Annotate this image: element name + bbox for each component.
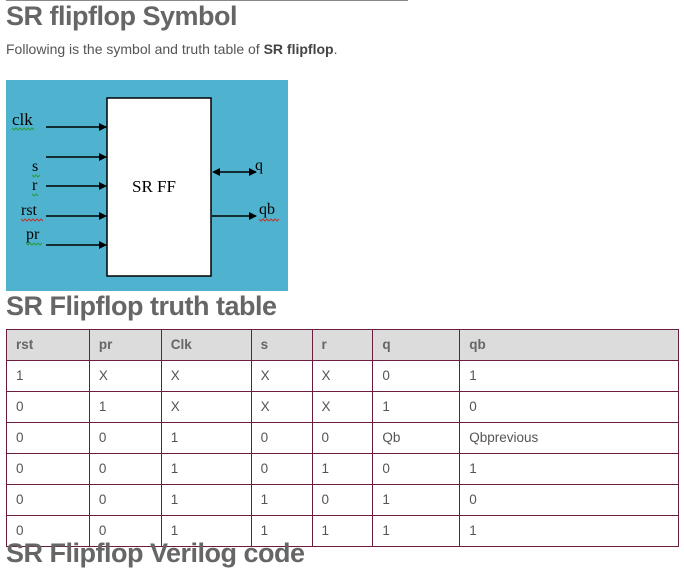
output-label-qb: qb <box>259 201 275 218</box>
table-cell: X <box>311 391 374 423</box>
header-clk: Clk <box>160 329 252 361</box>
table-cell: X <box>250 360 313 392</box>
truth-table: rst pr Clk s r q qb 1 X X X X 0 1 0 1 X … <box>6 329 679 547</box>
block-label: SR FF <box>132 177 176 196</box>
table-cell: 0 <box>311 422 374 454</box>
squiggle-r <box>31 193 39 197</box>
table-cell: 1 <box>160 515 252 547</box>
table-cell: 1 <box>372 391 461 423</box>
intro-bold: SR flipflop <box>263 41 334 57</box>
header-r: r <box>311 329 374 361</box>
table-cell: 0 <box>88 484 162 516</box>
table-cell: 0 <box>88 422 162 454</box>
top-divider <box>6 0 408 1</box>
table-cell: 0 <box>88 515 162 547</box>
table-row: 1 X X X X 0 1 <box>6 360 679 392</box>
table-cell: 1 <box>372 515 461 547</box>
table-cell: X <box>311 360 374 392</box>
table-cell: 1 <box>311 515 374 547</box>
symbol-svg: SR FF clk s r rst pr q qb <box>11 97 280 277</box>
section-heading-verilog: SR Flipflop Verilog code <box>6 538 305 568</box>
table-cell: 1 <box>160 453 252 485</box>
table-cell: 0 <box>311 484 374 516</box>
table-cell: 1 <box>160 422 252 454</box>
table-cell: 0 <box>88 453 162 485</box>
table-cell: 1 <box>6 360 90 392</box>
flipflop-block <box>106 97 212 277</box>
table-cell: 1 <box>88 391 162 423</box>
table-cell: Qb <box>372 422 461 454</box>
input-label-clk: clk <box>12 110 33 129</box>
table-cell: 0 <box>250 422 313 454</box>
intro-paragraph: Following is the symbol and truth table … <box>6 41 337 57</box>
input-label-r: r <box>32 177 38 194</box>
header-rst: rst <box>6 329 90 361</box>
header-s: s <box>250 329 313 361</box>
table-cell: 0 <box>6 422 90 454</box>
squiggle-rst <box>20 218 44 222</box>
table-row: 0 0 1 1 0 1 0 <box>6 484 679 516</box>
section-heading-symbol: SR flipflop Symbol <box>6 1 238 31</box>
table-cell: 0 <box>372 360 461 392</box>
table-row: 0 0 1 1 1 1 1 <box>6 515 679 547</box>
header-qb: qb <box>459 329 679 361</box>
table-cell: 1 <box>250 515 313 547</box>
table-cell: 1 <box>311 453 374 485</box>
header-pr: pr <box>88 329 162 361</box>
table-cell: 1 <box>250 484 313 516</box>
table-cell: 1 <box>160 484 252 516</box>
table-cell: 1 <box>459 515 679 547</box>
table-cell: X <box>160 360 252 392</box>
sr-flipflop-symbol-diagram: SR FF clk s r rst pr q qb <box>6 80 288 291</box>
table-cell: 0 <box>372 453 461 485</box>
table-cell: 1 <box>372 484 461 516</box>
intro-text: Following is the symbol and truth table … <box>6 41 264 57</box>
table-cell: 0 <box>6 484 90 516</box>
table-cell: X <box>88 360 162 392</box>
table-cell: 1 <box>459 453 679 485</box>
table-cell: 0 <box>6 391 90 423</box>
table-cell: 0 <box>250 453 313 485</box>
squiggle-clk <box>11 127 35 131</box>
table-cell: 1 <box>459 360 679 392</box>
table-cell: 0 <box>6 515 90 547</box>
table-row: 0 1 X X X 1 0 <box>6 391 679 423</box>
table-cell: X <box>160 391 252 423</box>
input-label-pr: pr <box>26 226 40 243</box>
table-header-row: rst pr Clk s r q qb <box>6 329 679 361</box>
intro-end: . <box>333 41 338 57</box>
input-label-s: s <box>32 158 38 175</box>
table-row: 0 0 1 0 0 Qb Qbprevious <box>6 422 679 454</box>
input-label-rst: rst <box>21 202 38 219</box>
table-cell: Qbprevious <box>459 422 679 454</box>
squiggle-pr <box>25 242 43 246</box>
header-q: q <box>372 329 461 361</box>
squiggle-s <box>31 174 41 178</box>
section-heading-truth-table: SR Flipflop truth table <box>6 291 277 321</box>
table-cell: 0 <box>459 391 679 423</box>
output-label-q: q <box>255 157 263 174</box>
table-cell: 0 <box>459 484 679 516</box>
table-row: 0 0 1 0 1 0 1 <box>6 453 679 485</box>
table-cell: X <box>250 391 313 423</box>
squiggle-qb <box>258 218 280 222</box>
table-cell: 0 <box>6 453 90 485</box>
